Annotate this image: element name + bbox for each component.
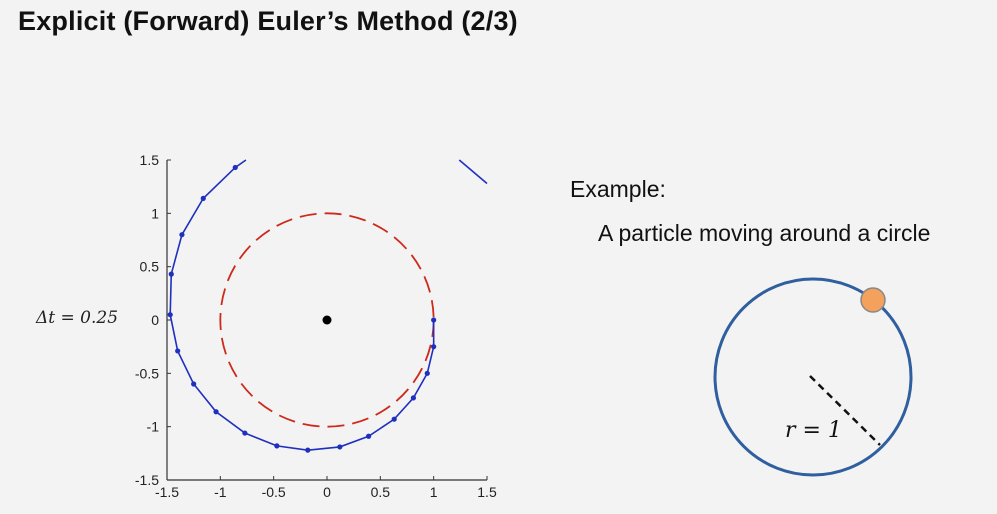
circle-diagram — [713, 277, 913, 477]
x-tick-label: 0.5 — [371, 484, 391, 500]
tick-labels: -1.5 -1 -0.5 0 0.5 1 1.5 1.5 1 0.5 0 -0.5 -1 -1.5 — [135, 152, 497, 500]
trajectory-point — [242, 430, 248, 436]
trajectory-point — [175, 348, 181, 354]
trajectory-point — [179, 232, 185, 238]
page-title: Explicit (Forward) Euler’s Method (2/3) — [18, 6, 518, 36]
y-tick-label: -1 — [147, 419, 160, 435]
trajectory-point — [424, 370, 430, 376]
trajectory-point — [410, 395, 416, 401]
radius-dashed-line — [809, 375, 881, 446]
orbit-circle — [713, 277, 913, 477]
timestep-label: Δt = 0.25 — [36, 308, 119, 328]
x-tick-label: -1.5 — [155, 484, 179, 500]
trajectory-point — [213, 409, 219, 415]
trajectory-point — [274, 443, 280, 449]
center-dot — [322, 315, 332, 325]
plot-axes — [166, 159, 488, 481]
y-tick-label: 1 — [151, 205, 159, 221]
trajectory-point — [168, 271, 174, 277]
x-tick-label: 1.5 — [477, 484, 497, 500]
trajectory-point — [305, 447, 311, 453]
x-tick-label: 1 — [430, 484, 438, 500]
trajectory-point — [366, 433, 372, 439]
trajectory-point — [191, 381, 197, 387]
trajectory-line — [458, 159, 488, 185]
y-tick-label: 0 — [151, 312, 159, 328]
y-tick-label: -1.5 — [135, 472, 159, 488]
example-description: A particle moving around a circle — [598, 220, 931, 246]
trajectory-point — [431, 344, 437, 350]
radius-label: r = 1 — [785, 418, 842, 443]
x-tick-label: 0 — [323, 484, 331, 500]
y-tick-label: 0.5 — [140, 259, 160, 275]
trajectory-line — [169, 159, 435, 451]
trajectory-point — [391, 416, 397, 422]
trajectory-point — [167, 312, 173, 318]
x-tick-label: -0.5 — [262, 484, 286, 500]
y-tick-label: -0.5 — [135, 365, 159, 381]
x-tick-label: -1 — [214, 484, 227, 500]
reference-circle-layer — [219, 212, 435, 428]
particle-dot — [860, 287, 886, 313]
example-label: Example: — [570, 176, 666, 202]
trajectory-point — [200, 195, 206, 201]
y-tick-label: 1.5 — [140, 152, 160, 168]
trajectory-layer — [167, 159, 488, 453]
trajectory-point — [431, 317, 437, 323]
trajectory-point — [337, 444, 343, 450]
trajectory-point — [232, 164, 238, 171]
